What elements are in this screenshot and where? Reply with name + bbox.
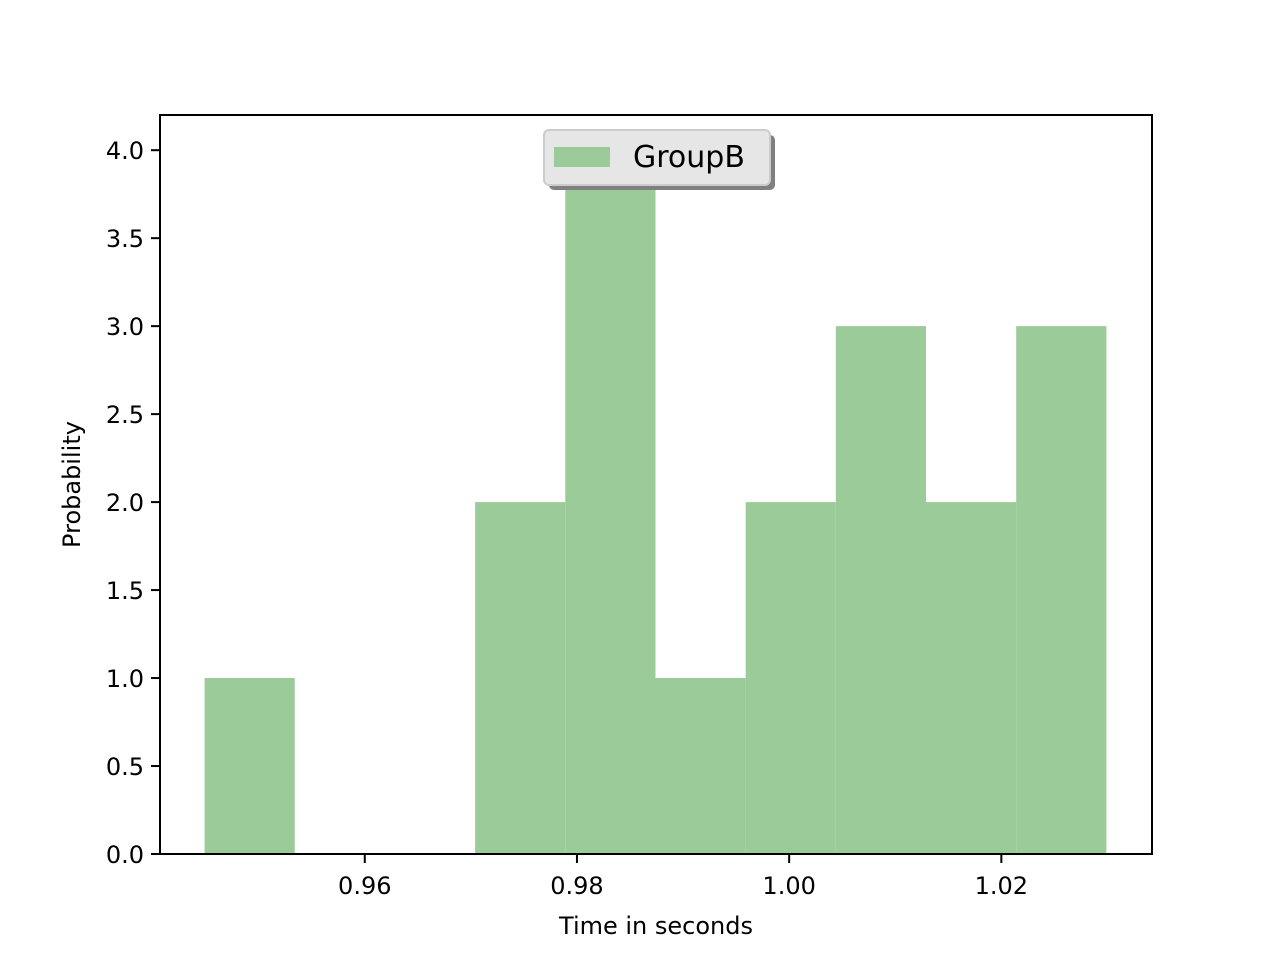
histogram-bar-5	[565, 150, 656, 854]
legend-swatch-groupb	[554, 147, 610, 167]
y-tick-label: 0.5	[106, 753, 144, 781]
y-tick-label: 2.0	[106, 489, 144, 517]
plot-frame	[159, 114, 1153, 855]
x-tick-label: 0.96	[338, 872, 391, 900]
y-tick-label: 3.0	[106, 313, 144, 341]
y-tick-label: 1.5	[106, 577, 144, 605]
y-axis: 0.0 0.5 1.0 1.5 2.0 2.5 3.0 3.5 4.0	[106, 137, 160, 869]
y-tick-label: 0.0	[106, 841, 144, 869]
y-axis-title: Probability	[58, 421, 86, 548]
x-axis: 0.96 0.98 1.00 1.02	[338, 854, 1028, 900]
histogram-bar-10	[1016, 326, 1107, 855]
x-tick-label: 1.00	[762, 872, 815, 900]
histogram-bar-1	[204, 678, 295, 854]
histogram-bar-9	[926, 502, 1017, 854]
histogram-bar-6	[655, 678, 746, 854]
y-tick-label: 4.0	[106, 137, 144, 165]
legend: GroupB	[543, 129, 775, 190]
y-tick-label: 3.5	[106, 225, 144, 253]
bars-group	[204, 150, 1107, 855]
legend-box	[543, 129, 771, 186]
x-tick-label: 0.98	[550, 872, 603, 900]
histogram-bar-8	[835, 326, 927, 855]
y-tick-label: 2.5	[106, 401, 144, 429]
legend-label-groupb: GroupB	[633, 140, 745, 175]
histogram-bar-4	[475, 502, 566, 854]
y-tick-label: 1.0	[106, 665, 144, 693]
histogram-bar-7	[745, 502, 836, 854]
x-tick-label: 1.02	[975, 872, 1028, 900]
x-axis-title: Time in seconds	[558, 912, 753, 940]
